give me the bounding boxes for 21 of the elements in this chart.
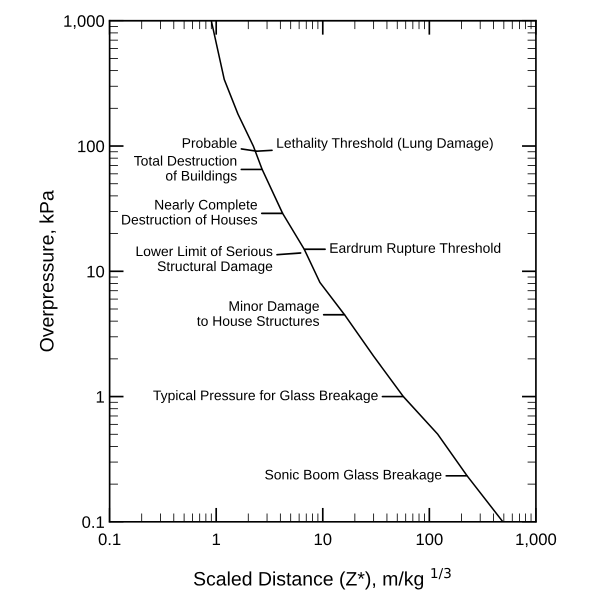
annotation: Lethality Threshold (Lung Damage) (277, 138, 493, 151)
y-tick-label: 0.1 (82, 516, 104, 528)
annotation: Eardrum Rupture Threshold (330, 242, 500, 256)
x-tick-label: 1,000 (516, 533, 556, 548)
annotation: Total Destruction of Buildings (134, 156, 237, 184)
annotation: Minor Damage to House Structures (197, 300, 320, 326)
y-tick-label: 1 (96, 391, 104, 403)
y-tick-label: 100 (78, 140, 104, 152)
annotation: Typical Pressure for Glass Breakage (153, 390, 378, 404)
x-tick-label: 0.1 (98, 533, 120, 546)
annotation: Nearly Complete Destruction of Houses (122, 199, 258, 225)
x-tick-label: 100 (416, 533, 443, 546)
y-tick-label: 10 (87, 266, 104, 278)
annotation: Lower Limit of Serious Structural Damage (136, 246, 272, 274)
y-axis-title: Overpressure, kPa (39, 190, 58, 352)
annotation: Sonic Boom Glass Breakage (265, 469, 442, 482)
annotation: Probable (182, 138, 237, 148)
x-tick-label: 1 (212, 534, 220, 546)
y-tick-label: 1,000 (64, 15, 104, 29)
x-tick-label: 10 (314, 533, 332, 546)
x-axis-title: Scaled Distance (Z*), m/kg $^{1/3}$ (194, 568, 451, 590)
